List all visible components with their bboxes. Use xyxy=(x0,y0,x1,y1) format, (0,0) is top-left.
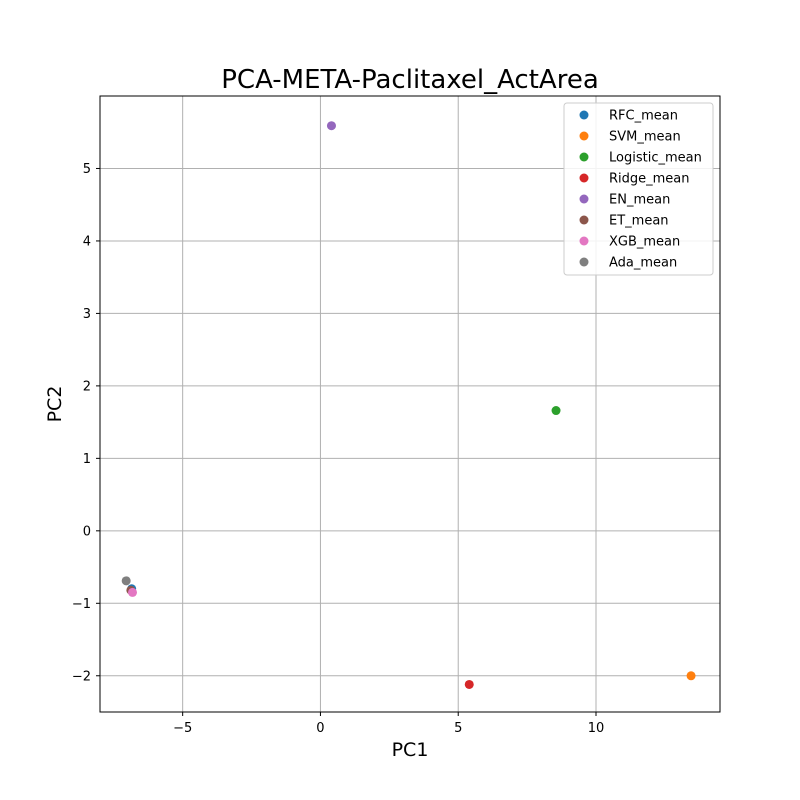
x-tick-label: 0 xyxy=(316,721,324,736)
y-tick-label: −2 xyxy=(72,669,91,684)
legend-marker xyxy=(579,257,589,267)
legend-marker xyxy=(579,131,589,141)
grid-lines xyxy=(100,96,720,712)
legend-marker xyxy=(579,173,589,183)
axis-ticks: −5 0 5 10 −2 −1 0 1 2 3 4 5 xyxy=(72,162,604,736)
y-tick-label: 3 xyxy=(83,307,91,322)
chart-title: PCA-META-Paclitaxel_ActArea xyxy=(221,65,599,95)
point-en-mean xyxy=(326,121,336,131)
legend-marker xyxy=(579,110,589,120)
point-xgb-mean xyxy=(128,587,138,597)
y-tick-label: −1 xyxy=(72,597,91,612)
x-tick-label: −5 xyxy=(173,721,192,736)
legend-marker xyxy=(579,194,589,204)
legend-label: XGB_mean xyxy=(609,235,680,250)
legend-label: Logistic_mean xyxy=(609,151,702,166)
plot-area-frame xyxy=(99,95,721,713)
legend-label: Ridge_mean xyxy=(609,172,690,187)
legend-label: Ada_mean xyxy=(609,256,677,271)
legend-label: SVM_mean xyxy=(609,130,681,145)
legend-marker xyxy=(579,215,589,225)
legend-label: ET_mean xyxy=(609,214,669,229)
scatter-points xyxy=(121,121,696,689)
y-tick-label: 4 xyxy=(83,234,91,249)
legend-marker xyxy=(579,152,589,162)
legend-label: RFC_mean xyxy=(609,109,678,124)
legend: RFC_mean SVM_mean Logistic_mean Ridge_mean E… xyxy=(563,102,714,276)
legend-box xyxy=(563,102,714,276)
legend-marker xyxy=(579,236,589,246)
y-tick-label: 5 xyxy=(83,162,91,177)
y-tick-label: 1 xyxy=(83,452,91,467)
point-ridge-mean xyxy=(464,679,474,689)
y-tick-label: 2 xyxy=(83,379,91,394)
legend-label: EN_mean xyxy=(609,193,670,208)
point-logistic-mean xyxy=(551,406,561,416)
y-axis-label: PC2 xyxy=(44,386,66,423)
x-tick-label: 10 xyxy=(588,721,605,736)
y-tick-label: 0 xyxy=(83,524,91,539)
point-ada-mean xyxy=(121,576,131,586)
point-svm-mean xyxy=(686,671,696,681)
x-axis-label: PC1 xyxy=(392,739,429,761)
x-tick-label: 5 xyxy=(454,721,462,736)
